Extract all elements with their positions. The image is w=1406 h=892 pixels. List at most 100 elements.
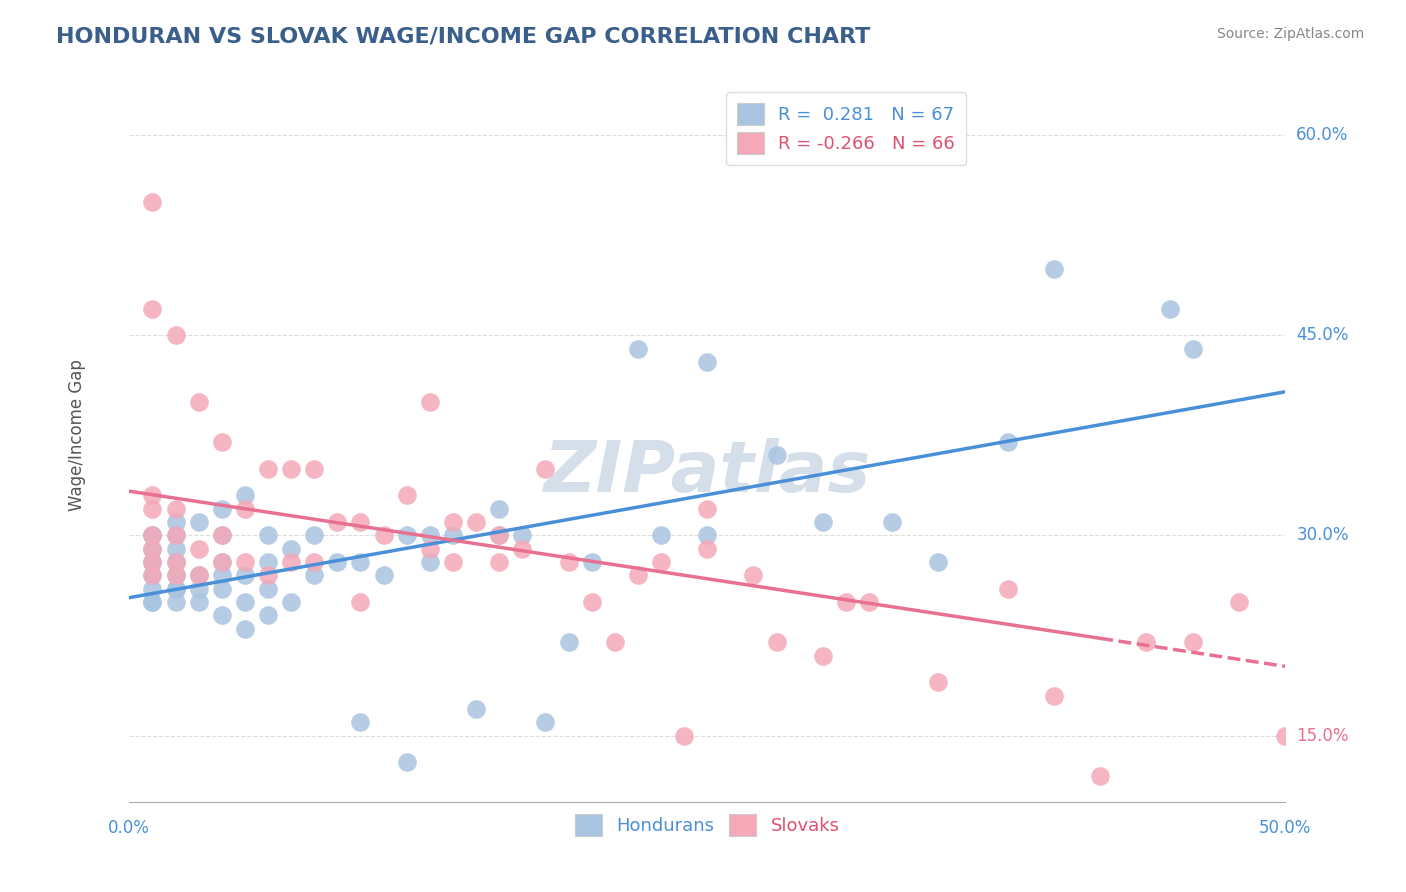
Point <box>696 501 718 516</box>
Point <box>581 555 603 569</box>
Point <box>233 622 256 636</box>
Point <box>349 595 371 609</box>
Point <box>211 528 233 542</box>
Point <box>233 488 256 502</box>
Point <box>211 528 233 542</box>
Point <box>165 568 187 582</box>
Point <box>811 515 834 529</box>
Point <box>557 555 579 569</box>
Point <box>465 702 488 716</box>
Point <box>187 515 209 529</box>
Point <box>373 528 395 542</box>
Point <box>187 541 209 556</box>
Point <box>141 194 163 209</box>
Point <box>1181 342 1204 356</box>
Text: 0.0%: 0.0% <box>108 819 150 837</box>
Point <box>673 729 696 743</box>
Point <box>326 515 349 529</box>
Point <box>349 715 371 730</box>
Point <box>165 501 187 516</box>
Point <box>858 595 880 609</box>
Point <box>280 595 302 609</box>
Legend: Hondurans, Slovaks: Hondurans, Slovaks <box>567 805 848 845</box>
Point <box>510 528 533 542</box>
Point <box>211 555 233 569</box>
Point <box>302 568 325 582</box>
Point <box>835 595 858 609</box>
Point <box>326 555 349 569</box>
Point <box>187 582 209 596</box>
Point <box>1135 635 1157 649</box>
Point <box>165 515 187 529</box>
Point <box>165 555 187 569</box>
Point <box>141 595 163 609</box>
Point <box>441 528 464 542</box>
Point <box>141 488 163 502</box>
Point <box>141 541 163 556</box>
Point <box>257 608 280 623</box>
Point <box>211 435 233 450</box>
Point <box>141 501 163 516</box>
Point <box>395 756 418 770</box>
Point <box>302 555 325 569</box>
Point <box>141 541 163 556</box>
Point <box>997 582 1019 596</box>
Point <box>927 555 949 569</box>
Point <box>627 342 650 356</box>
Point <box>488 555 510 569</box>
Point <box>395 528 418 542</box>
Point <box>211 608 233 623</box>
Point <box>349 515 371 529</box>
Text: 15.0%: 15.0% <box>1296 727 1348 745</box>
Point <box>1043 689 1066 703</box>
Point <box>211 582 233 596</box>
Point <box>1043 261 1066 276</box>
Point <box>302 528 325 542</box>
Point <box>233 555 256 569</box>
Point <box>997 435 1019 450</box>
Point <box>165 541 187 556</box>
Point <box>419 395 441 409</box>
Point <box>141 568 163 582</box>
Point <box>650 528 672 542</box>
Point <box>419 528 441 542</box>
Point <box>534 715 557 730</box>
Point <box>395 488 418 502</box>
Point <box>373 568 395 582</box>
Text: Source: ZipAtlas.com: Source: ZipAtlas.com <box>1216 27 1364 41</box>
Point <box>165 528 187 542</box>
Point <box>187 568 209 582</box>
Point <box>141 555 163 569</box>
Point <box>349 555 371 569</box>
Point <box>510 541 533 556</box>
Point <box>465 515 488 529</box>
Point <box>1227 595 1250 609</box>
Text: HONDURAN VS SLOVAK WAGE/INCOME GAP CORRELATION CHART: HONDURAN VS SLOVAK WAGE/INCOME GAP CORRE… <box>56 27 870 46</box>
Point <box>257 462 280 476</box>
Point <box>1367 635 1389 649</box>
Point <box>165 582 187 596</box>
Text: ZIPatlas: ZIPatlas <box>544 438 870 507</box>
Point <box>765 635 787 649</box>
Point <box>141 528 163 542</box>
Point <box>419 555 441 569</box>
Point <box>141 555 163 569</box>
Point <box>603 635 626 649</box>
Point <box>211 568 233 582</box>
Point <box>811 648 834 663</box>
Point <box>165 528 187 542</box>
Point <box>441 555 464 569</box>
Point <box>1090 768 1112 782</box>
Point <box>141 301 163 316</box>
Point <box>534 462 557 476</box>
Point <box>696 528 718 542</box>
Point <box>233 595 256 609</box>
Text: 30.0%: 30.0% <box>1296 526 1348 544</box>
Point <box>165 328 187 343</box>
Point <box>1274 729 1296 743</box>
Point <box>280 541 302 556</box>
Point <box>141 582 163 596</box>
Point <box>1159 301 1181 316</box>
Point <box>280 462 302 476</box>
Point <box>557 635 579 649</box>
